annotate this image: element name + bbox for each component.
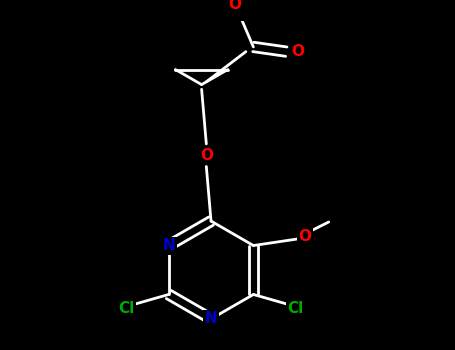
Text: O: O xyxy=(291,44,304,59)
Text: N: N xyxy=(205,312,217,327)
Text: O: O xyxy=(200,148,213,163)
Text: O: O xyxy=(228,0,241,12)
Text: Cl: Cl xyxy=(288,301,304,316)
Text: N: N xyxy=(162,238,175,253)
Text: O: O xyxy=(298,229,312,244)
Text: Cl: Cl xyxy=(118,301,134,316)
